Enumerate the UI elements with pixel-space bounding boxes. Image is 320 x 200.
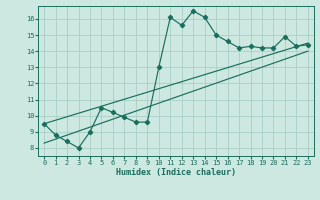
X-axis label: Humidex (Indice chaleur): Humidex (Indice chaleur) <box>116 168 236 177</box>
